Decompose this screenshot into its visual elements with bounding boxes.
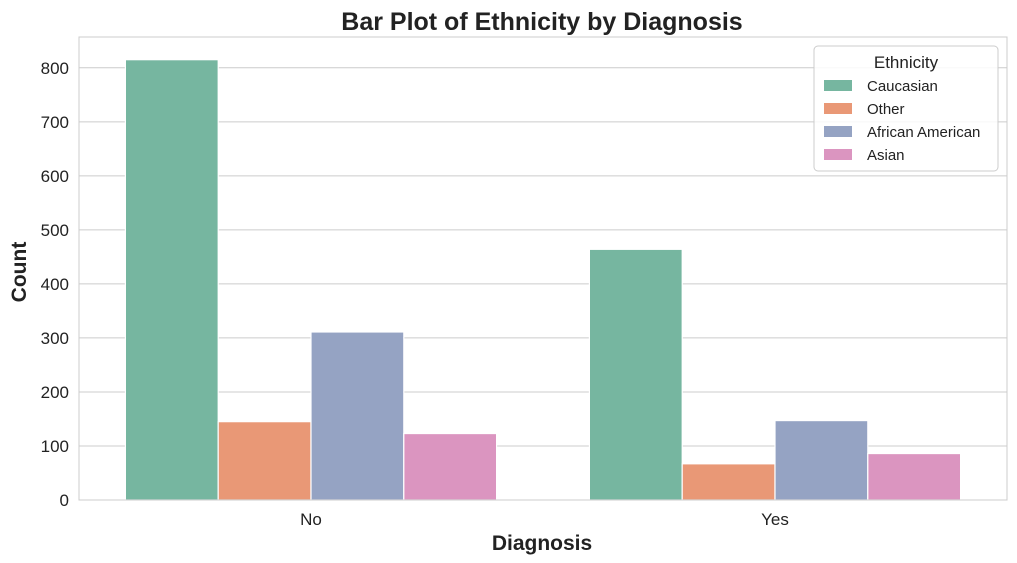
legend-box: [813, 45, 999, 172]
legend-title: Ethnicity: [874, 53, 939, 72]
legend-label: Asian: [867, 147, 905, 164]
bar-asian-yes: [867, 452, 962, 501]
bar-african-american-yes: [774, 419, 869, 501]
x-axis-title: Diagnosis: [492, 532, 592, 555]
legend: Ethnicity Caucasian Other African American…: [813, 45, 999, 172]
bar-other-no: [217, 421, 312, 501]
y-tick-label: 300: [41, 329, 69, 348]
y-tick-label: 400: [41, 275, 69, 294]
plot-frame: [78, 36, 1008, 501]
x-tick-label: Yes: [761, 510, 789, 529]
legend-swatch: [824, 103, 852, 114]
y-tick-label: 700: [41, 113, 69, 132]
y-tick-labels: 0 100 200 300 400 500 600 700 800: [41, 59, 69, 510]
y-tick-label: 200: [41, 383, 69, 402]
legend-label: Caucasian: [867, 78, 938, 95]
y-axis-title: Count: [8, 242, 31, 303]
bar-caucasian-no: [124, 59, 219, 501]
bars: [124, 59, 962, 501]
x-tick-labels: No Yes: [300, 510, 789, 529]
y-tick-label: 100: [41, 437, 69, 456]
bar-other-yes: [681, 463, 776, 501]
y-tick-label: 800: [41, 59, 69, 78]
y-tick-label: 600: [41, 167, 69, 186]
legend-swatch: [824, 126, 852, 137]
bar-african-american-no: [310, 331, 405, 501]
bar-asian-no: [403, 432, 498, 501]
bar-caucasian-yes: [588, 248, 683, 501]
legend-swatch: [824, 80, 852, 91]
y-tick-label: 0: [60, 491, 69, 510]
x-tick-label: No: [300, 510, 322, 529]
legend-swatch: [824, 149, 852, 160]
y-tick-label: 500: [41, 221, 69, 240]
legend-label: Other: [867, 101, 905, 118]
legend-items: Caucasian Other African American Asian: [824, 78, 980, 164]
chart-title: Bar Plot of Ethnicity by Diagnosis: [341, 8, 742, 36]
legend-label: African American: [867, 124, 980, 141]
